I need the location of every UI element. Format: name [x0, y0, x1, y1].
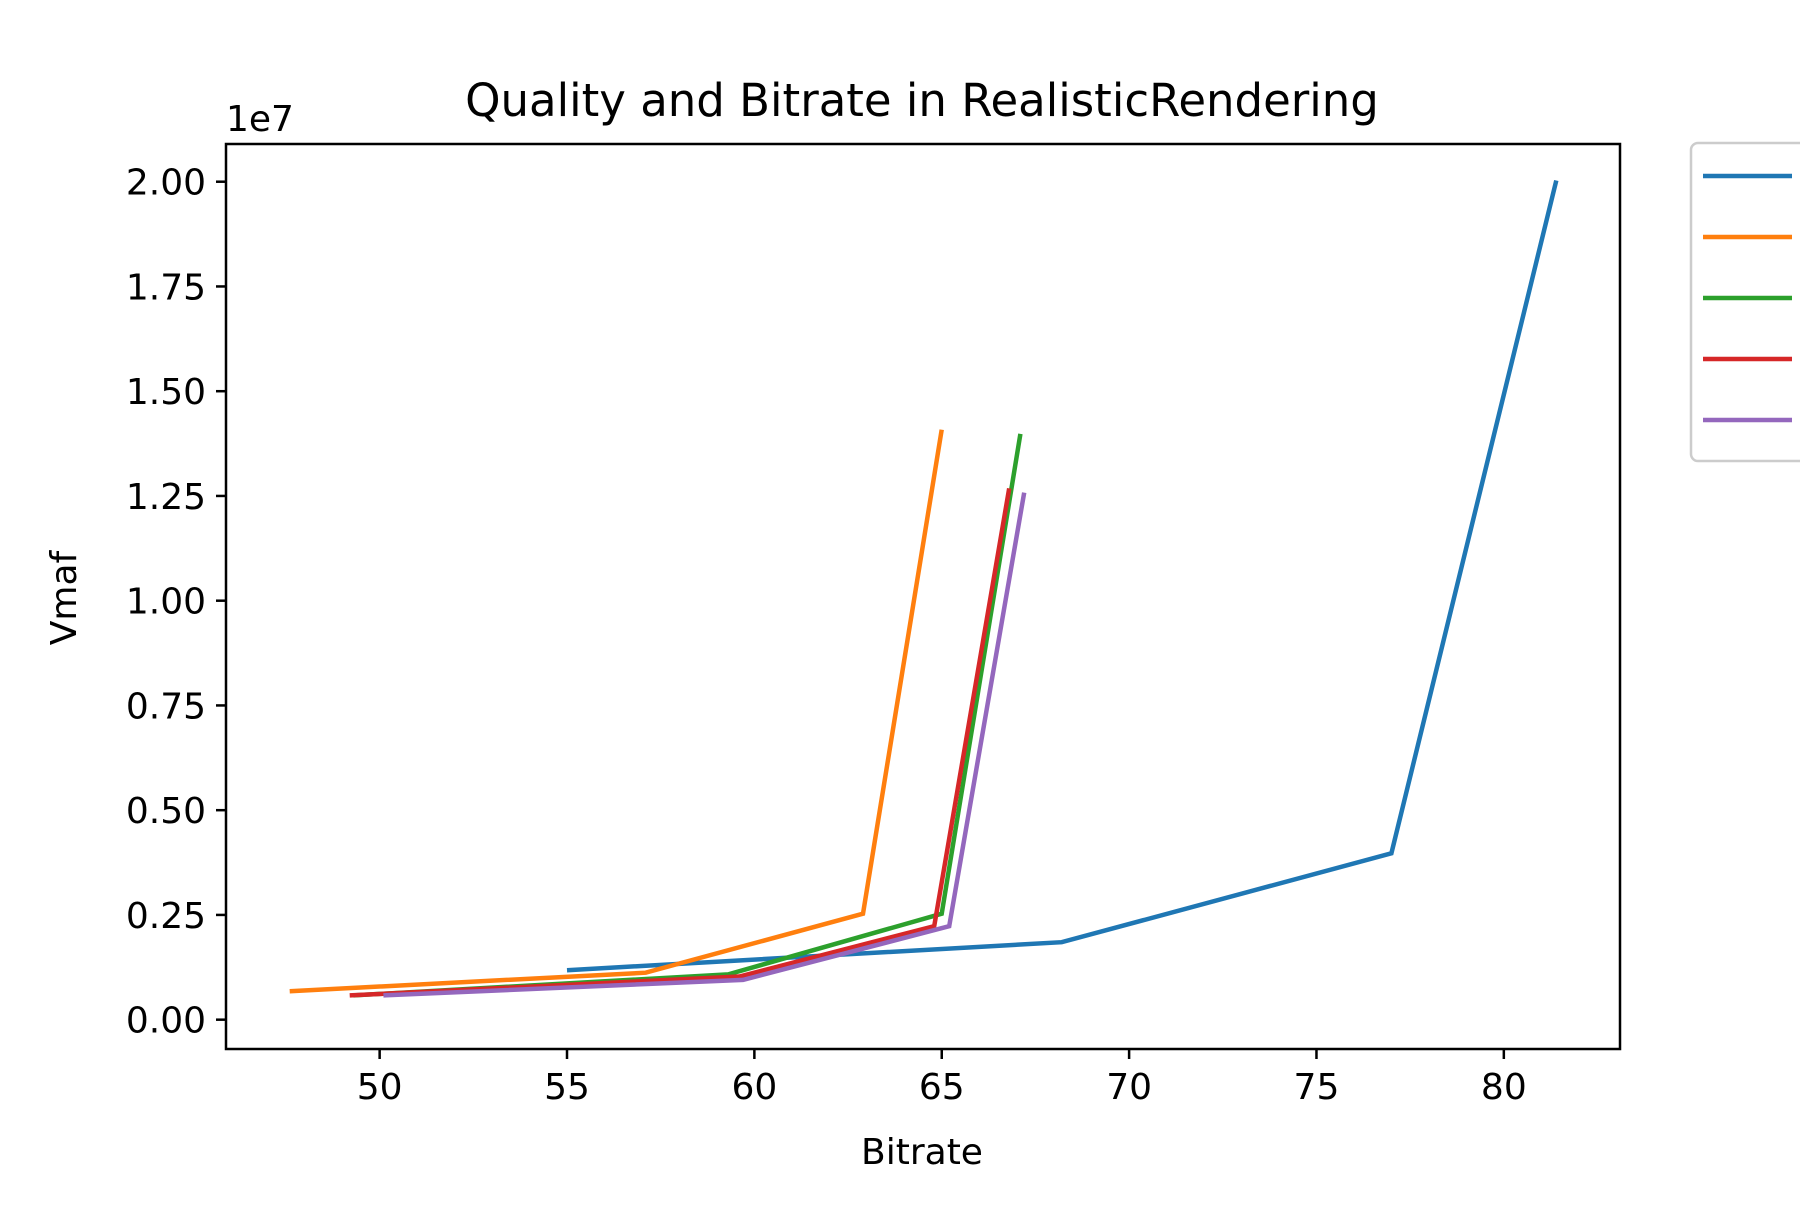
y-offset-label: 1e7	[226, 99, 294, 140]
x-axis-label: Bitrate	[861, 1132, 983, 1173]
series-line-4	[349, 488, 1012, 998]
plot-frame	[224, 142, 1622, 1051]
chart-title: Quality and Bitrate in RealisticRenderin…	[465, 74, 1379, 127]
series-line-2	[289, 429, 944, 994]
x-tick-label: 55	[544, 1067, 590, 1108]
y-tick-label: 1.00	[126, 582, 206, 623]
y-tick-label: 0.25	[126, 896, 206, 937]
legend-entries	[1703, 173, 1792, 423]
series-lines	[289, 179, 1559, 998]
y-tick-label: 1.25	[126, 477, 206, 518]
x-tick-label: 75	[1294, 1067, 1340, 1108]
legend	[1689, 141, 1800, 463]
x-tick-label: 65	[919, 1067, 965, 1108]
x-tick-label: 70	[1106, 1067, 1152, 1108]
y-tick-label: 1.50	[126, 372, 206, 413]
y-tick-label: 0.00	[126, 1001, 206, 1042]
y-tick-label: 0.50	[126, 791, 206, 832]
x-tick-label: 80	[1481, 1067, 1527, 1108]
series-line-5	[383, 492, 1027, 998]
x-axis-ticks: 50 55 60 65 70 75 80	[357, 1049, 1527, 1108]
x-tick-label: 60	[731, 1067, 777, 1108]
y-axis-ticks: 0.00 0.25 0.50 0.75 1.00 1.25 1.50 1.75 2.00	[126, 163, 226, 1042]
y-tick-label: 1.75	[126, 267, 206, 308]
x-tick-label: 50	[357, 1067, 403, 1108]
legend-frame	[1689, 141, 1800, 463]
y-tick-label: 0.75	[126, 686, 206, 727]
y-axis-label: Vmaf	[44, 549, 85, 645]
y-tick-label: 2.00	[126, 163, 206, 204]
